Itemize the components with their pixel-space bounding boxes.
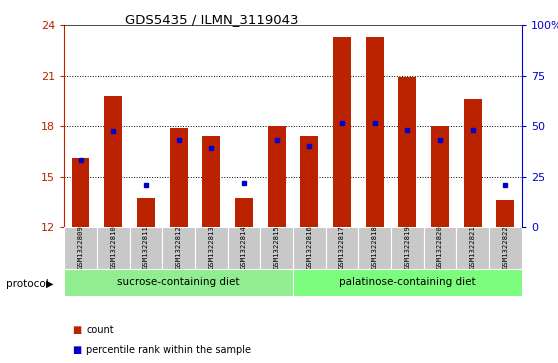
Bar <box>64 269 293 296</box>
Text: GSM1322819: GSM1322819 <box>405 225 410 269</box>
Text: sucrose-containing diet: sucrose-containing diet <box>117 277 240 287</box>
Text: GSM1322810: GSM1322810 <box>110 225 116 269</box>
Bar <box>104 96 122 227</box>
Text: ▶: ▶ <box>46 279 54 289</box>
Bar <box>365 37 384 227</box>
Bar <box>64 227 97 269</box>
Bar <box>137 198 155 227</box>
Bar <box>358 227 391 269</box>
Text: protocol: protocol <box>6 279 49 289</box>
Text: GSM1322812: GSM1322812 <box>176 225 181 269</box>
Text: ■: ■ <box>73 345 82 355</box>
Bar <box>235 198 253 227</box>
Bar <box>489 227 522 269</box>
Text: GSM1322809: GSM1322809 <box>78 225 84 269</box>
Text: ■: ■ <box>73 325 82 335</box>
Text: GDS5435 / ILMN_3119043: GDS5435 / ILMN_3119043 <box>126 13 299 26</box>
Bar <box>431 126 449 227</box>
Bar <box>162 227 195 269</box>
Bar <box>391 227 424 269</box>
Bar <box>97 227 129 269</box>
Bar <box>300 136 318 227</box>
Bar <box>202 136 220 227</box>
Bar <box>293 269 522 296</box>
Bar <box>464 99 482 227</box>
Bar <box>268 126 286 227</box>
Text: GSM1322822: GSM1322822 <box>502 225 508 269</box>
Text: GSM1322821: GSM1322821 <box>470 225 476 269</box>
Bar <box>260 227 293 269</box>
Text: GSM1322815: GSM1322815 <box>273 225 280 269</box>
Text: GSM1322820: GSM1322820 <box>437 225 443 269</box>
Bar <box>195 227 228 269</box>
Bar <box>293 227 326 269</box>
Text: GSM1322817: GSM1322817 <box>339 225 345 269</box>
Bar <box>497 200 514 227</box>
Bar <box>71 158 89 227</box>
Bar <box>456 227 489 269</box>
Text: GSM1322813: GSM1322813 <box>208 225 214 269</box>
Bar <box>398 77 416 227</box>
Bar <box>228 227 260 269</box>
Bar <box>333 37 351 227</box>
Text: GSM1322814: GSM1322814 <box>241 225 247 269</box>
Text: GSM1322811: GSM1322811 <box>143 225 149 269</box>
Text: percentile rank within the sample: percentile rank within the sample <box>86 345 252 355</box>
Bar <box>129 227 162 269</box>
Bar <box>326 227 358 269</box>
Text: count: count <box>86 325 114 335</box>
Bar <box>424 227 456 269</box>
Bar <box>170 128 187 227</box>
Text: GSM1322816: GSM1322816 <box>306 225 312 269</box>
Text: palatinose-containing diet: palatinose-containing diet <box>339 277 475 287</box>
Text: GSM1322818: GSM1322818 <box>372 225 378 269</box>
